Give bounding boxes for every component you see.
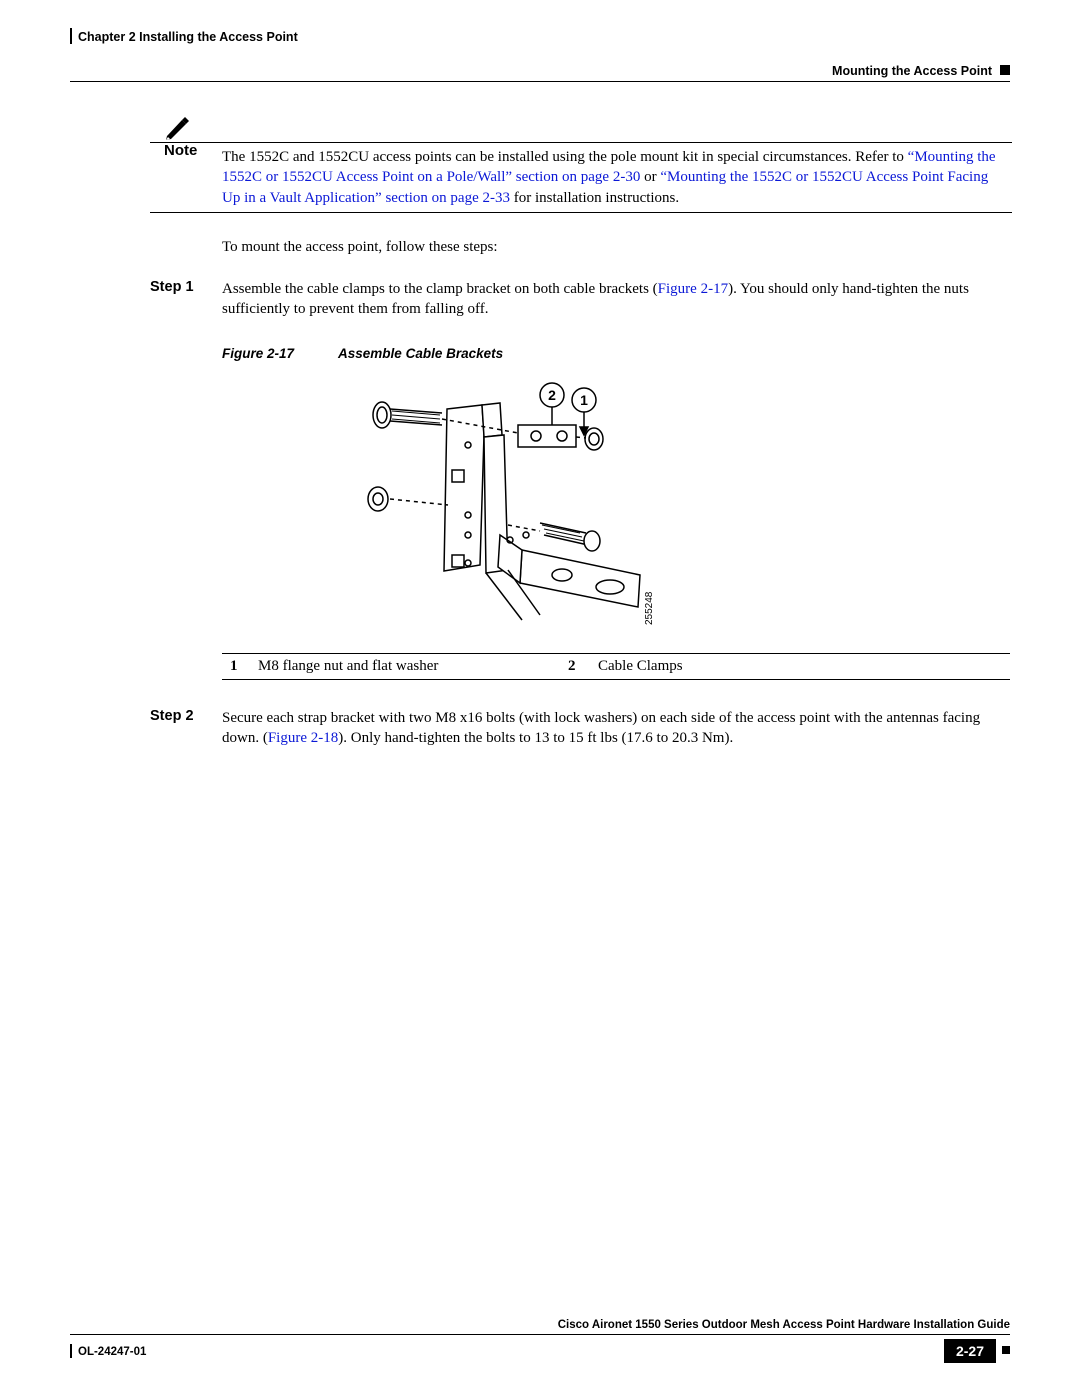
intro-text: To mount the access point, follow these … xyxy=(222,237,1010,257)
legend-num-2: 2 xyxy=(560,653,590,679)
figure-diagram: 2 1 255248 xyxy=(222,375,782,645)
legend-desc-2: Cable Clamps xyxy=(590,653,1010,679)
footer-square-icon xyxy=(1002,1346,1010,1354)
legend-desc-1: M8 flange nut and flat washer xyxy=(250,653,560,679)
step-2-text-b: ). Only hand-tighten the bolts to 13 to … xyxy=(338,730,733,746)
step-1-text-a: Assemble the cable clamps to the clamp b… xyxy=(222,281,658,297)
figure-number: Figure 2-17 xyxy=(222,346,294,361)
step-1-figref[interactable]: Figure 2-17 xyxy=(658,281,728,297)
step-1: Step 1 Assemble the cable clamps to the … xyxy=(150,279,1010,320)
header-rule xyxy=(70,81,1010,82)
step-1-label: Step 1 xyxy=(150,279,222,320)
step-2-label: Step 2 xyxy=(150,708,222,749)
figure-title: Assemble Cable Brackets xyxy=(338,346,503,361)
section-heading: Mounting the Access Point xyxy=(70,64,1010,78)
footer-guide-title: Cisco Aironet 1550 Series Outdoor Mesh A… xyxy=(70,1319,1010,1335)
note-pen-icon xyxy=(164,114,192,145)
note-label: Note xyxy=(164,142,197,159)
figure-caption: Figure 2-17 Assemble Cable Brackets xyxy=(222,346,1010,361)
table-row: 1 M8 flange nut and flat washer 2 Cable … xyxy=(222,653,1010,679)
diagram-id: 255248 xyxy=(644,591,655,625)
callout-2-label: 2 xyxy=(548,387,556,403)
footer-docnum: OL-24247-01 xyxy=(70,1344,146,1358)
chapter-label: Chapter 2 Installing the Access Point xyxy=(70,28,298,44)
note-text: The 1552C and 1552CU access points can b… xyxy=(222,147,1010,208)
footer-page-number: 2-27 xyxy=(944,1339,996,1363)
step-2-figref[interactable]: Figure 2-18 xyxy=(268,730,338,746)
page-footer: Cisco Aironet 1550 Series Outdoor Mesh A… xyxy=(70,1319,1010,1363)
note-rule-bottom xyxy=(150,212,1012,213)
step-2-body: Secure each strap bracket with two M8 x1… xyxy=(222,708,1010,749)
note-rule-top xyxy=(150,142,1012,143)
legend-num-1: 1 xyxy=(222,653,250,679)
step-1-body: Assemble the cable clamps to the clamp b… xyxy=(222,279,1010,320)
note-block: Note The 1552C and 1552CU access points … xyxy=(150,142,1010,213)
note-text-2: or xyxy=(640,169,660,185)
note-text-1: The 1552C and 1552CU access points can b… xyxy=(222,149,908,165)
note-text-3: for installation instructions. xyxy=(510,190,679,206)
callout-1-label: 1 xyxy=(580,392,588,408)
figure-legend-table: 1 M8 flange nut and flat washer 2 Cable … xyxy=(222,653,1010,680)
step-2: Step 2 Secure each strap bracket with tw… xyxy=(150,708,1010,749)
